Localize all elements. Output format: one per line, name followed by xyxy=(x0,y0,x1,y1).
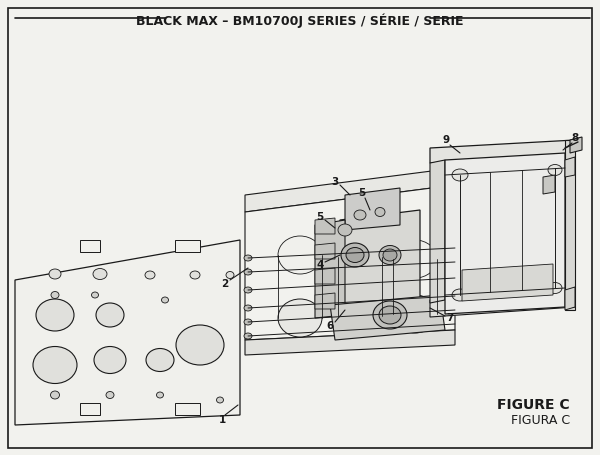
Ellipse shape xyxy=(244,333,252,339)
Ellipse shape xyxy=(217,397,223,403)
Ellipse shape xyxy=(278,299,322,337)
Polygon shape xyxy=(315,268,335,284)
Ellipse shape xyxy=(379,306,401,324)
Ellipse shape xyxy=(452,289,468,301)
Text: 2: 2 xyxy=(221,279,229,289)
Text: 5: 5 xyxy=(316,212,323,222)
Ellipse shape xyxy=(106,391,114,399)
Polygon shape xyxy=(15,240,240,425)
Text: FIGURE C: FIGURE C xyxy=(497,398,570,412)
Polygon shape xyxy=(570,137,582,153)
Ellipse shape xyxy=(244,319,252,325)
Polygon shape xyxy=(430,140,575,163)
Polygon shape xyxy=(330,295,445,340)
Polygon shape xyxy=(245,330,455,355)
Ellipse shape xyxy=(338,297,382,335)
Ellipse shape xyxy=(548,283,562,293)
Ellipse shape xyxy=(444,195,456,205)
Ellipse shape xyxy=(190,271,200,279)
Ellipse shape xyxy=(338,238,382,276)
Ellipse shape xyxy=(548,165,562,176)
Polygon shape xyxy=(315,293,335,309)
Ellipse shape xyxy=(244,287,252,293)
Ellipse shape xyxy=(393,295,437,333)
Ellipse shape xyxy=(93,268,107,279)
Polygon shape xyxy=(175,240,200,252)
Ellipse shape xyxy=(226,272,234,278)
Ellipse shape xyxy=(341,243,369,267)
Ellipse shape xyxy=(244,269,252,275)
Polygon shape xyxy=(315,243,335,259)
Ellipse shape xyxy=(379,246,401,264)
Ellipse shape xyxy=(383,249,397,261)
Ellipse shape xyxy=(338,224,352,236)
Polygon shape xyxy=(245,168,455,212)
Polygon shape xyxy=(430,290,575,317)
Text: FIGURA C: FIGURA C xyxy=(511,414,570,426)
Text: 3: 3 xyxy=(331,177,338,187)
Ellipse shape xyxy=(452,169,468,181)
Polygon shape xyxy=(430,160,445,303)
Ellipse shape xyxy=(244,305,252,311)
Text: 5: 5 xyxy=(358,188,365,198)
Ellipse shape xyxy=(354,210,366,220)
Ellipse shape xyxy=(145,271,155,279)
Ellipse shape xyxy=(33,347,77,384)
Text: 8: 8 xyxy=(571,133,578,143)
Text: BLACK MAX – BM10700J SERIES / SÉRIE / SERIE: BLACK MAX – BM10700J SERIES / SÉRIE / SE… xyxy=(136,14,464,29)
Ellipse shape xyxy=(96,303,124,327)
Ellipse shape xyxy=(176,325,224,365)
Ellipse shape xyxy=(375,207,385,217)
Polygon shape xyxy=(340,210,420,315)
Ellipse shape xyxy=(161,297,169,303)
Text: 4: 4 xyxy=(316,260,323,270)
Text: 1: 1 xyxy=(218,415,226,425)
Ellipse shape xyxy=(278,236,322,274)
Polygon shape xyxy=(315,220,345,318)
Ellipse shape xyxy=(373,301,407,329)
Ellipse shape xyxy=(244,255,252,261)
Polygon shape xyxy=(80,403,100,415)
Ellipse shape xyxy=(146,349,174,371)
Polygon shape xyxy=(315,218,335,234)
Polygon shape xyxy=(543,175,555,194)
Polygon shape xyxy=(565,140,575,310)
Polygon shape xyxy=(80,240,100,252)
Ellipse shape xyxy=(393,240,437,278)
Polygon shape xyxy=(345,188,400,230)
Polygon shape xyxy=(445,153,565,314)
Ellipse shape xyxy=(91,292,98,298)
Polygon shape xyxy=(565,157,575,177)
Polygon shape xyxy=(175,403,200,415)
Polygon shape xyxy=(245,185,455,340)
Ellipse shape xyxy=(346,248,364,263)
Ellipse shape xyxy=(36,299,74,331)
Ellipse shape xyxy=(94,347,126,374)
Polygon shape xyxy=(462,264,553,301)
Ellipse shape xyxy=(49,269,61,279)
Text: 6: 6 xyxy=(326,321,334,331)
Text: 7: 7 xyxy=(446,313,454,323)
Polygon shape xyxy=(565,287,575,310)
Text: 9: 9 xyxy=(442,135,449,145)
Ellipse shape xyxy=(51,292,59,298)
Ellipse shape xyxy=(157,392,163,398)
Ellipse shape xyxy=(50,391,59,399)
